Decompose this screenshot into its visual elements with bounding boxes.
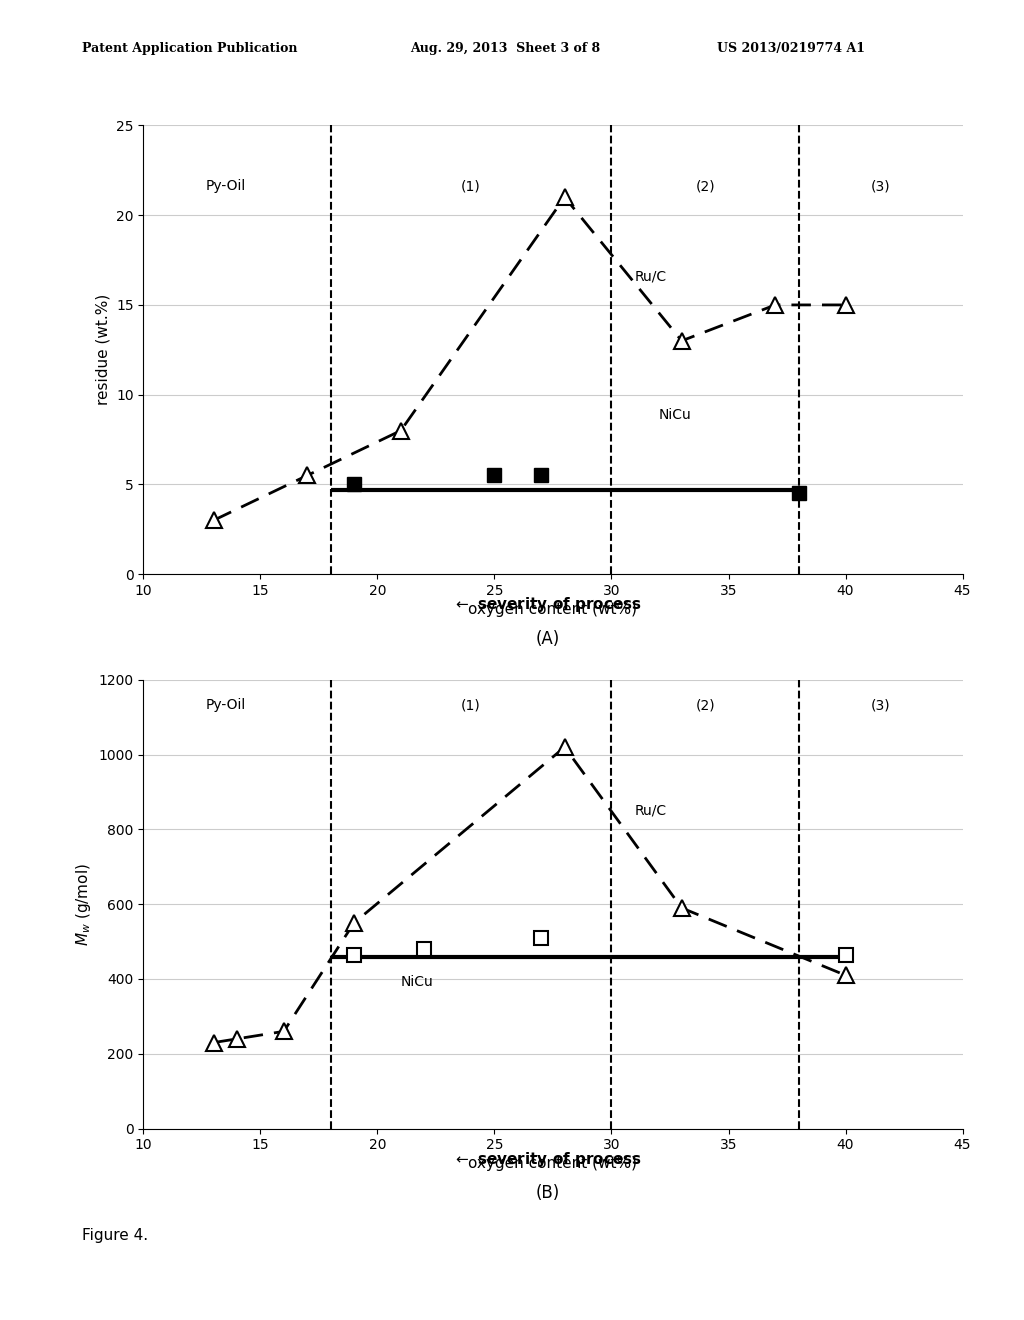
Text: NiCu: NiCu: [658, 408, 691, 421]
Text: Ru/C: Ru/C: [635, 269, 667, 282]
Text: NiCu: NiCu: [400, 975, 433, 989]
Text: Py-Oil: Py-Oil: [205, 698, 246, 713]
X-axis label: oxygen content (wt%): oxygen content (wt%): [468, 1156, 638, 1171]
Text: (2): (2): [695, 698, 715, 713]
Text: Py-Oil: Py-Oil: [205, 180, 246, 193]
Text: (B): (B): [536, 1184, 560, 1203]
Text: $\leftarrow$ severity of process: $\leftarrow$ severity of process: [454, 595, 642, 614]
Text: (1): (1): [461, 698, 481, 713]
Text: Ru/C: Ru/C: [635, 803, 667, 817]
Text: (1): (1): [461, 180, 481, 193]
Y-axis label: residue (wt.%): residue (wt.%): [95, 294, 111, 405]
Text: Aug. 29, 2013  Sheet 3 of 8: Aug. 29, 2013 Sheet 3 of 8: [410, 42, 600, 55]
Y-axis label: $M_w$ (g/mol): $M_w$ (g/mol): [74, 863, 93, 945]
Text: (2): (2): [695, 180, 715, 193]
Text: Figure 4.: Figure 4.: [82, 1228, 148, 1242]
Text: (3): (3): [870, 180, 891, 193]
Text: Patent Application Publication: Patent Application Publication: [82, 42, 297, 55]
Text: US 2013/0219774 A1: US 2013/0219774 A1: [717, 42, 865, 55]
Text: (3): (3): [870, 698, 891, 713]
X-axis label: oxygen content (wt%): oxygen content (wt%): [468, 602, 638, 616]
Text: $\leftarrow$ severity of process: $\leftarrow$ severity of process: [454, 1150, 642, 1168]
Text: (A): (A): [536, 630, 560, 648]
